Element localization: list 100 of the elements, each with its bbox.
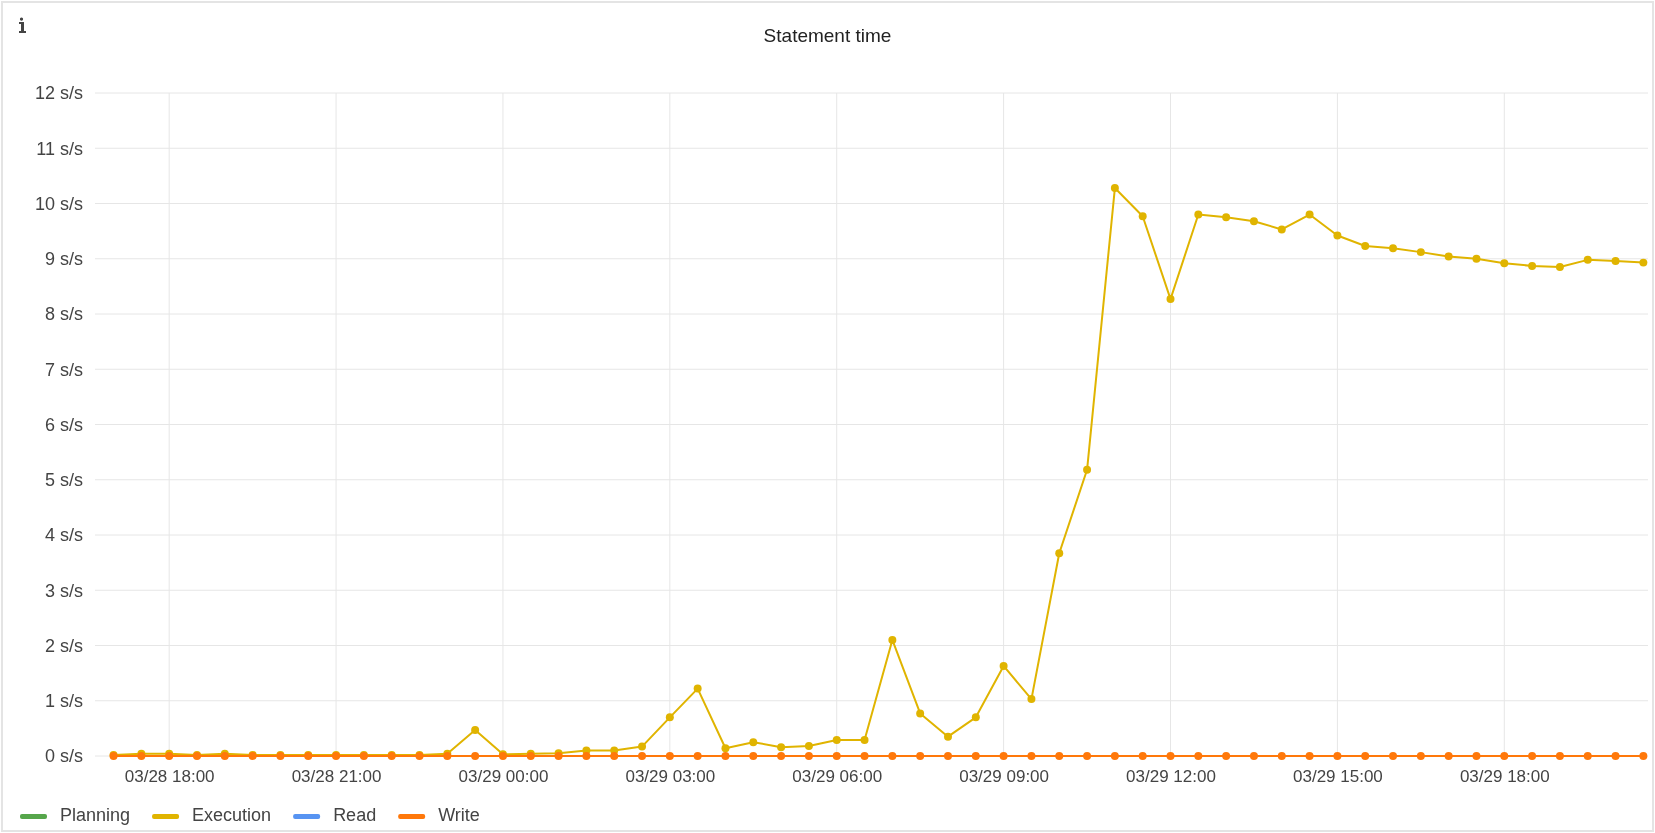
y-tick-label: 0 s/s	[44, 746, 83, 767]
point	[1555, 263, 1564, 272]
point	[1389, 244, 1398, 253]
point	[1583, 255, 1592, 264]
y-tick-label: 1 s/s	[44, 691, 83, 712]
point	[1222, 213, 1231, 222]
point	[638, 742, 647, 751]
point	[1277, 752, 1286, 760]
point	[471, 726, 480, 735]
point	[1611, 256, 1620, 265]
y-tick-label: 5 s/s	[44, 470, 83, 491]
point	[1194, 752, 1203, 760]
point	[665, 752, 674, 760]
point	[1166, 752, 1175, 760]
point	[1416, 248, 1425, 257]
point	[1083, 752, 1092, 760]
point	[944, 752, 952, 760]
point	[916, 752, 925, 760]
legend-label: Write	[438, 805, 480, 825]
point	[1305, 210, 1314, 219]
y-tick-label: 2 s/s	[44, 635, 83, 656]
point	[1472, 752, 1481, 760]
point	[1138, 752, 1147, 760]
point	[721, 744, 730, 753]
x-tick-label: 03/29 15:00	[1292, 767, 1383, 787]
point	[1027, 695, 1036, 704]
point	[860, 752, 869, 760]
x-tick-label: 03/29 00:00	[458, 767, 549, 787]
point	[1361, 242, 1370, 251]
legend-label: Read	[333, 805, 377, 825]
point	[1138, 212, 1147, 221]
point	[1444, 252, 1453, 261]
point	[888, 635, 897, 644]
point	[1639, 258, 1648, 267]
point	[471, 752, 480, 760]
point	[999, 752, 1008, 760]
point	[1249, 217, 1258, 226]
point	[971, 752, 980, 760]
y-tick-label: 4 s/s	[44, 525, 83, 546]
point	[1055, 752, 1064, 760]
y-tick-label: 6 s/s	[44, 414, 83, 435]
point	[804, 742, 813, 751]
point	[1528, 752, 1537, 760]
point	[1277, 225, 1286, 234]
point	[1305, 752, 1314, 760]
point	[1583, 752, 1592, 760]
point	[777, 752, 786, 760]
point	[582, 752, 591, 760]
point	[944, 732, 952, 741]
point	[999, 661, 1008, 670]
y-tick-label: 11 s/s	[36, 138, 83, 159]
x-tick-label: 03/28 21:00	[291, 767, 382, 787]
point	[1500, 752, 1509, 760]
point	[1444, 752, 1453, 760]
point	[1528, 261, 1537, 270]
x-tick-label: 03/28 18:00	[124, 767, 215, 787]
point	[693, 684, 702, 693]
point	[749, 752, 758, 760]
point	[1110, 752, 1119, 760]
point	[1389, 752, 1398, 760]
x-tick-label: 03/29 03:00	[625, 767, 716, 787]
point	[665, 713, 674, 722]
point	[638, 752, 647, 760]
point	[1222, 752, 1231, 760]
y-tick-label: 12 s/s	[34, 83, 83, 104]
x-tick-label: 03/29 06:00	[792, 767, 883, 787]
point	[1027, 752, 1036, 760]
y-tick-label: 7 s/s	[44, 359, 83, 380]
point	[1166, 295, 1175, 304]
point	[1194, 210, 1203, 219]
point	[832, 752, 841, 760]
point	[1639, 752, 1648, 760]
point	[1333, 752, 1342, 760]
point	[1500, 259, 1509, 268]
legend-label: Planning	[60, 805, 131, 825]
y-tick-label: 3 s/s	[44, 580, 83, 601]
chart-title: Statement time	[763, 25, 892, 46]
point	[1083, 465, 1092, 474]
y-tick-label: 9 s/s	[44, 249, 83, 270]
legend-label: Execution	[192, 805, 272, 825]
point	[1110, 184, 1119, 193]
point	[1361, 752, 1370, 760]
point	[777, 743, 786, 752]
point	[888, 752, 897, 760]
point	[832, 736, 841, 744]
point	[916, 709, 925, 718]
x-tick-label: 03/29 09:00	[959, 767, 1050, 787]
point	[1055, 549, 1064, 558]
y-tick-label: 8 s/s	[44, 304, 83, 325]
point	[1333, 231, 1342, 240]
point	[610, 752, 619, 760]
point	[971, 713, 980, 722]
point	[1555, 752, 1564, 760]
point	[1416, 752, 1425, 760]
point	[804, 752, 813, 760]
point	[749, 738, 758, 747]
point	[860, 736, 869, 744]
point	[1472, 254, 1481, 263]
x-tick-label: 03/29 12:00	[1126, 767, 1216, 787]
y-tick-label: 10 s/s	[34, 193, 83, 214]
